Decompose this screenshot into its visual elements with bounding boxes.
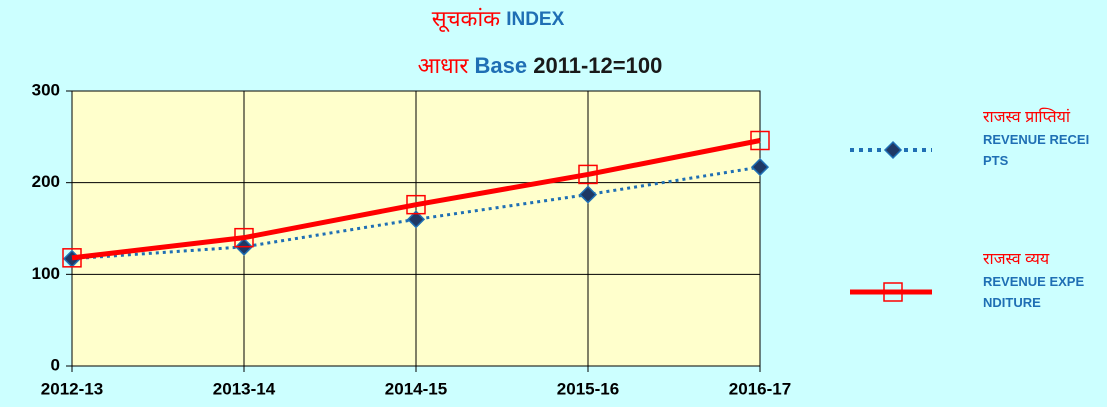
legend-marker (883, 282, 903, 302)
legend-label-english: REVENUE RECEIPTS (983, 132, 1090, 168)
legend-text: राजस्व व्यय REVENUE EXPENDITURE (983, 248, 1093, 314)
x-tick-label: 2014-15 (385, 379, 447, 398)
legend-label-hindi: राजस्व व्यय (983, 251, 1050, 268)
data-point (750, 130, 770, 151)
x-tick-label: 2013-14 (213, 379, 276, 398)
legend-text: राजस्व प्राप्तियां REVENUE RECEIPTS (983, 106, 1093, 172)
data-point (750, 158, 770, 177)
y-tick-label: 200 (32, 172, 60, 191)
data-point (578, 164, 598, 185)
legend-label-hindi: राजस्व प्राप्तियां (983, 109, 1070, 126)
series-line (71, 138, 761, 261)
chart-title: सूचकांक INDEX (432, 6, 565, 33)
data-point (406, 194, 426, 215)
subtitle-base: 2011-12=100 (533, 53, 662, 78)
data-point (234, 227, 254, 248)
legend-marker (883, 140, 903, 160)
legend-entry: राजस्व व्यय REVENUE EXPENDITURE (983, 248, 1093, 314)
series-line (71, 165, 761, 261)
y-tick-label: 300 (32, 80, 60, 99)
title-hindi: सूचकांक (432, 6, 501, 33)
data-point (62, 248, 82, 268)
x-tick-label: 2012-13 (41, 379, 103, 398)
x-tick-label: 2015-16 (557, 379, 619, 398)
title-english: INDEX (506, 9, 564, 30)
x-tick-label: 2016-17 (729, 379, 791, 398)
y-tick-label: 0 (51, 355, 60, 374)
legend-entry: राजस्व प्राप्तियां REVENUE RECEIPTS (983, 106, 1093, 172)
y-tick-label: 100 (32, 264, 60, 283)
subtitle-english: Base (475, 53, 528, 78)
legend-label-english: REVENUE EXPENDITURE (983, 274, 1085, 310)
chart-subtitle: आधार Base 2011-12=100 (418, 53, 663, 78)
subtitle-hindi: आधार (418, 53, 470, 78)
data-point (578, 185, 598, 204)
data-point (406, 210, 426, 229)
